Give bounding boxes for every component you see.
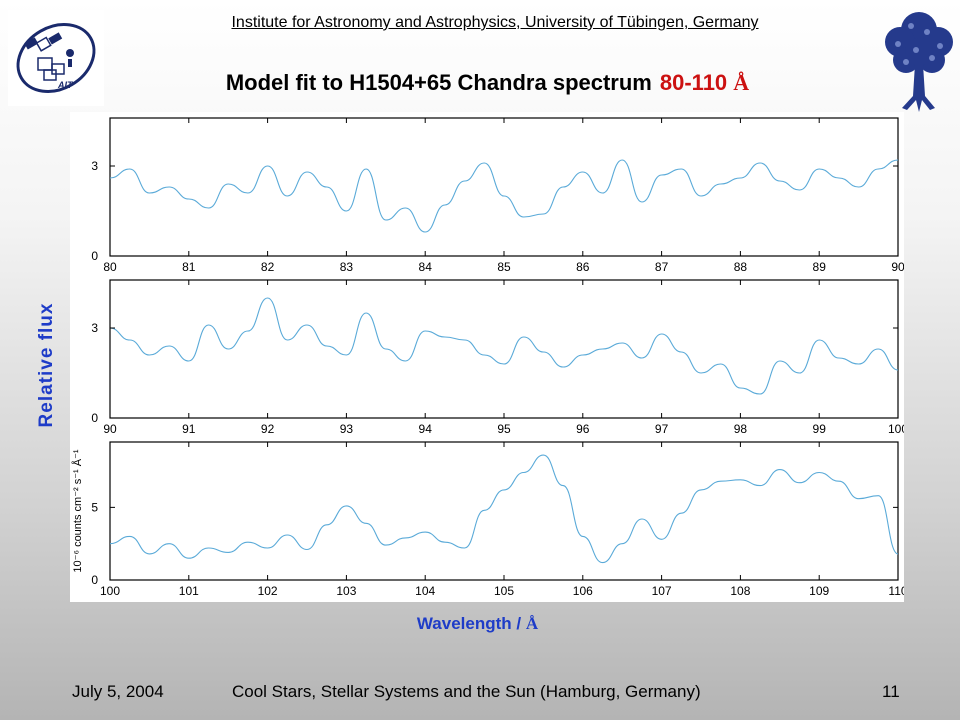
ait-logo-text: AIT (57, 80, 74, 90)
x-tick-label: 100 (888, 422, 904, 436)
title-main: Model fit to H1504+65 Chandra spectrum (225, 70, 652, 95)
footer-date: July 5, 2004 (72, 682, 164, 701)
spectrum-series-2 (109, 297, 899, 395)
y-tick-label: 3 (91, 159, 98, 173)
x-tick-label: 87 (655, 260, 669, 274)
x-tick-label: 101 (179, 584, 199, 598)
x-tick-label: 97 (655, 422, 669, 436)
x-tick-label: 92 (261, 422, 275, 436)
ait-logo: AIT (8, 10, 104, 106)
institute-name: Institute for Astronomy and Astrophysics… (231, 14, 759, 31)
x-tick-label: 83 (340, 260, 354, 274)
spectrum-chart: 80 81 82 83 84 85 86 87 88 89 90 0 3 90 91 92 93 94 95 96 97… (71, 117, 904, 598)
panel-frame (109, 117, 899, 257)
x-tick-label: 98 (734, 422, 748, 436)
panel-frame (109, 441, 899, 581)
panel-frame (109, 279, 899, 419)
x-tick-label: 96 (576, 422, 590, 436)
x-tick-label: 109 (809, 584, 829, 598)
spectrum-series-3 (109, 454, 899, 564)
x-tick-label: 100 (100, 584, 120, 598)
x-tick-label: 89 (813, 260, 827, 274)
footer-conference: Cool Stars, Stellar Systems and the Sun … (232, 682, 701, 701)
x-tick-label: 88 (734, 260, 748, 274)
inner-y-axis-unit-label: 10⁻⁶ counts cm⁻² s⁻¹ Å⁻¹ (71, 449, 84, 572)
x-tick-label: 84 (419, 260, 433, 274)
x-tick-label: 103 (336, 584, 356, 598)
x-axis-label-unit: Å (525, 614, 539, 633)
x-tick-label: 108 (730, 584, 750, 598)
y-tick-label: 3 (91, 321, 98, 335)
x-tick-label: 90 (103, 422, 117, 436)
title-range: 80-110 (659, 70, 728, 95)
slide-title: Model fit to H1504+65 Chandra spectrum 80… (0, 70, 960, 96)
x-tick-label: 93 (340, 422, 354, 436)
x-tick-label: 99 (813, 422, 827, 436)
x-tick-label: 80 (103, 260, 117, 274)
y-tick-label: 5 (91, 500, 98, 514)
x-axis-label-text: Wavelength / (416, 614, 526, 633)
x-tick-label: 107 (652, 584, 672, 598)
x-tick-label: 86 (576, 260, 590, 274)
y-tick-label: 0 (91, 249, 98, 263)
x-tick-label: 85 (497, 260, 511, 274)
x-tick-label: 90 (891, 260, 904, 274)
x-tick-label: 94 (419, 422, 433, 436)
x-tick-label: 95 (497, 422, 511, 436)
satellite-icon (24, 32, 63, 52)
spectrum-figure: 80 81 82 83 84 85 86 87 88 89 90 0 3 90 91 92 93 94 95 96 97… (70, 112, 904, 602)
x-tick-label: 82 (261, 260, 275, 274)
y-axis-label: Relative flux (36, 302, 57, 428)
spectrum-series-1 (109, 159, 899, 233)
x-tick-label: 104 (415, 584, 435, 598)
footer-page-number: 11 (882, 682, 900, 701)
y-tick-label: 0 (91, 411, 98, 425)
x-tick-label: 106 (573, 584, 593, 598)
x-tick-label: 81 (182, 260, 196, 274)
x-tick-label: 110 (888, 584, 904, 598)
title-unit: Å (733, 70, 750, 95)
x-tick-label: 105 (494, 584, 514, 598)
x-tick-label: 91 (182, 422, 196, 436)
x-axis-label: Wavelength / Å (0, 614, 955, 634)
x-tick-label: 102 (258, 584, 278, 598)
y-tick-label: 0 (91, 573, 98, 587)
tree-logo (885, 12, 953, 112)
